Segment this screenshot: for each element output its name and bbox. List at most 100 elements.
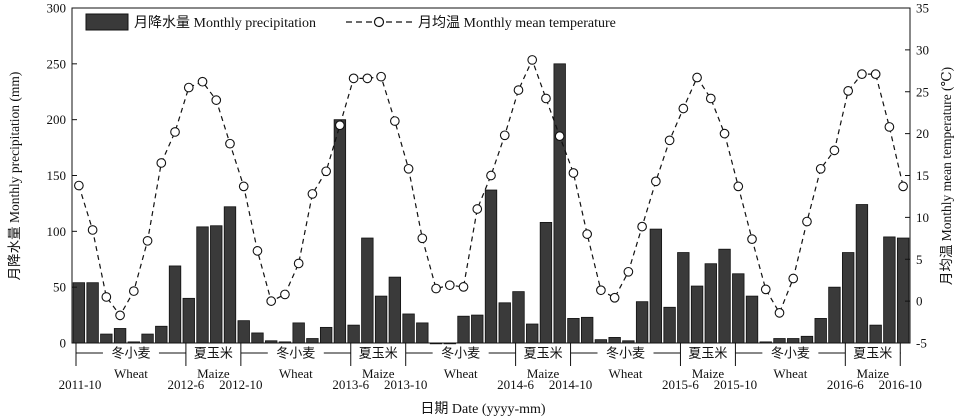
axis-titles: 日期 Date (yyyy-mm) 月降水量 Monthly precipita… [7, 67, 954, 417]
temperature-point [362, 73, 373, 84]
temperature-point [705, 93, 716, 104]
precipitation-bar [374, 295, 388, 344]
y-right-tick-label: 10 [916, 210, 929, 225]
precipitation-bar [155, 325, 168, 344]
temperature-point [142, 235, 153, 246]
temperature-point [280, 289, 290, 300]
precipitation-bar [388, 276, 402, 344]
y-right-tick-label: -5 [916, 336, 927, 351]
temperature-point [541, 93, 551, 104]
precipitation-bar [553, 63, 566, 344]
date-label: 2014-10 [549, 377, 592, 392]
season-label-zh: 夏玉米 [359, 346, 398, 361]
legend: 月降水量 Monthly precipitation 月均温 Monthly m… [85, 13, 616, 31]
precipitation-bar [512, 291, 525, 344]
temperature-point [760, 284, 771, 295]
temperature-point [376, 71, 386, 82]
y-left-tick-label: 200 [47, 112, 67, 127]
precipitation-bar [333, 119, 347, 344]
precipitation-bar [539, 221, 553, 344]
precipitation-bar [86, 282, 99, 344]
precipitation-bar [182, 297, 195, 344]
temperature-point [554, 131, 565, 141]
precipitation-bar [773, 338, 786, 344]
precipitation-bar [704, 263, 717, 344]
season-label-en: Maize [857, 366, 890, 381]
precipitation-bar [306, 338, 319, 344]
season-label-en: Maize [197, 366, 230, 381]
temperature-point [458, 282, 469, 292]
precipitation-bar [814, 318, 827, 344]
y-right-tick-label: 20 [916, 126, 929, 141]
precipitation-bar [800, 335, 814, 344]
precipitation-bar [416, 322, 429, 344]
temperature-point [472, 204, 483, 214]
precipitation-bar [484, 189, 498, 344]
temperature-point [183, 82, 194, 93]
date-label: 2015-6 [662, 377, 699, 392]
precipitation-bar [567, 318, 580, 344]
temperature-point [774, 308, 785, 318]
temperature-point [747, 234, 757, 244]
precipitation-bar [361, 237, 374, 344]
precipitation-bar [319, 326, 333, 344]
temperature-point [348, 73, 359, 84]
temperature-point [293, 258, 304, 269]
temperature-point [829, 145, 840, 156]
season-label-en: Wheat [444, 366, 478, 381]
precipitation-bar [168, 265, 182, 344]
temperature-point [788, 273, 799, 284]
temperature-point [692, 72, 702, 83]
season-label-zh: 冬小麦 [111, 346, 150, 361]
precipitation-bar [237, 320, 250, 344]
temperature-line-layer [74, 55, 908, 321]
precipitation-bar [787, 338, 800, 344]
precipitation-bar [677, 252, 690, 344]
precipitation-bar [347, 324, 360, 344]
precipitation-bar [223, 206, 237, 344]
season-label-zh: 冬小麦 [606, 346, 645, 361]
y-right-tick-label: 25 [916, 84, 929, 99]
temperature-point [156, 158, 167, 168]
date-label: 2016-6 [827, 377, 864, 392]
precipitation-bar [663, 306, 676, 344]
y-left-tick-label: 0 [60, 336, 67, 351]
legend-line-marker [373, 16, 385, 28]
temperature-point [115, 310, 125, 321]
y-left-tick-label: 150 [47, 168, 67, 183]
precipitation-bar [100, 333, 113, 344]
y-axis-left-title: 月降水量 Monthly precipitation (mm) [7, 72, 22, 281]
temperature-point [802, 216, 812, 227]
axes-layer: 0 50 100 150 200 250 300 -5 0 5 10 15 20 25 30 35 [47, 1, 930, 351]
temperature-point [596, 285, 606, 296]
season-label-zh: 冬小麦 [771, 346, 810, 361]
temperature-point [650, 176, 661, 187]
temperature-point [623, 266, 634, 277]
precipitation-bar [855, 204, 869, 344]
temperature-point [568, 168, 579, 178]
temperature-point [582, 229, 593, 239]
precipitation-bar [471, 314, 484, 344]
y-right-tick-label: 35 [916, 1, 929, 16]
season-label-en: Maize [692, 366, 725, 381]
bars-layer [72, 63, 910, 345]
season-label-en: Wheat [773, 366, 807, 381]
legend-line-label: 月均温 Monthly mean temperature [418, 15, 616, 31]
temperature-point [101, 292, 112, 302]
season-label-zh: 夏玉米 [688, 346, 727, 361]
precipitation-bar [113, 328, 127, 344]
temperature-point [719, 128, 730, 139]
temperature-point [266, 296, 277, 306]
temperature-point [664, 135, 675, 146]
temperature-point [857, 69, 867, 80]
precipitation-bar [498, 302, 511, 344]
y-right-tick-label: 30 [916, 42, 929, 57]
temperature-point [843, 86, 854, 96]
temperature-point [307, 189, 318, 199]
temperature-point [431, 283, 441, 294]
temperature-point [527, 55, 538, 65]
temperature-point [417, 233, 428, 244]
precipitation-bar [883, 236, 896, 344]
season-label-en: Maize [362, 366, 395, 381]
y-right-tick-label: 0 [916, 294, 923, 309]
